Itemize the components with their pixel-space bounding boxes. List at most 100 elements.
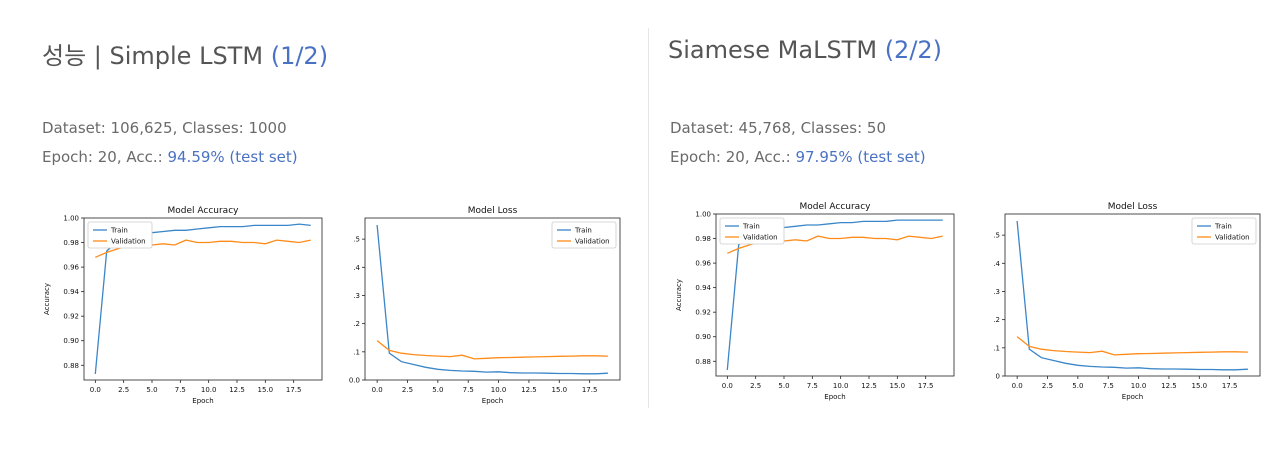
legend-label: Validation (575, 238, 610, 246)
left-title-main: 성능 | Simple LSTM (42, 42, 264, 70)
y-axis-label: Accuracy (675, 279, 683, 311)
y-tick-label: 0.96 (695, 260, 711, 268)
left-epoch-line: Epoch: 20, Acc.: 94.59% (test set) (42, 148, 298, 166)
right-accuracy-chart: Model Accuracy 0.0 2.5 5.0 7.5 10.0 12.5 15.0 17… (675, 202, 955, 401)
x-tick-label: 0.0 (722, 382, 733, 390)
plot-frame (83, 217, 323, 381)
x-tick-label: 12.5 (1161, 382, 1177, 390)
y-tick-label: .4 (993, 260, 1000, 268)
y-tick-label: 0.90 (63, 337, 79, 345)
x-tick-label: 17.5 (582, 386, 598, 394)
left-accuracy-value: 94.59% (test set) (167, 148, 298, 166)
series-line-train (376, 224, 608, 375)
x-tick-label: 10.0 (201, 386, 217, 394)
x-tick-label: 7.5 (807, 382, 818, 390)
left-panel: 성능 | Simple LSTM (1/2) Dataset: 106,625,… (42, 36, 621, 405)
x-tick-label: 2.5 (118, 386, 129, 394)
y-tick-label: 0.88 (63, 362, 79, 370)
x-tick-label: 12.5 (861, 382, 877, 390)
right-title-page: (2/2) (884, 36, 943, 64)
left-epoch-prefix: Epoch: 20, Acc.: (42, 148, 168, 166)
series-line-train (1016, 220, 1248, 371)
x-tick-label: 2.5 (402, 386, 413, 394)
right-panel: Siamese MaLSTM (2/2) Dataset: 45,768, Cl… (650, 0, 1280, 458)
x-tick-label: 7.5 (175, 386, 186, 394)
y-tick-label: 0 (996, 373, 1000, 381)
right-title-main: Siamese MaLSTM (668, 36, 878, 64)
y-tick-label: 0.96 (63, 264, 79, 272)
x-tick-label: 10.0 (833, 382, 849, 390)
panel-divider (648, 28, 649, 408)
y-tick-label: 0.98 (63, 239, 79, 247)
y-tick-label: .2 (993, 316, 1000, 324)
right-dataset-line: Dataset: 45,768, Classes: 50 (670, 119, 886, 137)
x-tick-label: 5.0 (432, 386, 443, 394)
y-tick-label: .4 (353, 264, 360, 272)
left-title: 성능 | Simple LSTM (1/2) (42, 36, 328, 71)
series-line-validation (376, 340, 608, 360)
y-tick-label: 0.98 (695, 235, 711, 243)
y-tick-label: .5 (993, 232, 1000, 240)
y-tick-label: 0.94 (695, 284, 711, 292)
legend-label: Train (742, 223, 760, 231)
y-tick-label: .3 (993, 288, 1000, 296)
chart-title: Model Loss (468, 206, 518, 216)
y-tick-label: .5 (353, 236, 360, 244)
legend-label: Train (110, 227, 128, 235)
x-tick-label: 10.0 (491, 386, 507, 394)
x-axis-label: Epoch (824, 393, 845, 401)
left-accuracy-chart: Model Accuracy 0.0 2.5 5.0 7.5 10.0 12.5 15.0 17… (43, 206, 323, 405)
y-tick-label: 0.92 (695, 309, 711, 317)
x-tick-label: 0.0 (372, 386, 383, 394)
plot-frame (364, 217, 621, 381)
left-title-page: (1/2) (270, 42, 329, 70)
x-axis-label: Epoch (1122, 393, 1143, 401)
y-tick-label: .1 (993, 344, 1000, 352)
legend-label: Validation (1215, 234, 1250, 242)
x-tick-label: 17.5 (1222, 382, 1238, 390)
left-dataset-line: Dataset: 106,625, Classes: 1000 (42, 119, 287, 137)
x-tick-label: 15.0 (258, 386, 274, 394)
x-tick-label: 15.0 (551, 386, 567, 394)
legend-label: Validation (743, 234, 778, 242)
chart-title: Model Accuracy (168, 206, 240, 216)
legend-label: Train (1214, 223, 1232, 231)
chart-title: Model Loss (1108, 202, 1158, 212)
x-tick-label: 7.5 (1103, 382, 1114, 390)
x-tick-label: 10.0 (1131, 382, 1147, 390)
right-loss-chart: Model Loss 0.0 2.5 5.0 7.5 10.0 12.5 15.0 17.5 0.… (993, 202, 1261, 401)
chart-title: Model Accuracy (800, 202, 872, 212)
x-tick-label: 12.5 (229, 386, 245, 394)
y-tick-label: 0.0 (349, 377, 360, 385)
legend-label: Validation (111, 238, 146, 246)
left-loss-chart: Model Loss 0.0 2.5 5.0 7.5 10.0 12.5 15.0 17.5 0.… (349, 206, 621, 405)
legend-label: Train (574, 227, 592, 235)
x-tick-label: 5.0 (1072, 382, 1083, 390)
x-tick-label: 15.0 (890, 382, 906, 390)
y-tick-label: .3 (353, 292, 360, 300)
plot-frame (715, 213, 955, 377)
right-epoch-line: Epoch: 20, Acc.: 97.95% (test set) (670, 148, 926, 166)
x-tick-label: 17.5 (918, 382, 934, 390)
y-tick-label: 0.94 (63, 288, 79, 296)
y-tick-label: 0.92 (63, 313, 79, 321)
y-axis-label: Accuracy (43, 283, 51, 315)
x-tick-label: 2.5 (1042, 382, 1053, 390)
series-line-validation (1016, 336, 1248, 356)
x-tick-label: 5.0 (778, 382, 789, 390)
x-tick-label: 17.5 (286, 386, 302, 394)
y-tick-label: .2 (353, 320, 360, 328)
x-tick-label: 15.0 (1191, 382, 1207, 390)
x-axis-label: Epoch (482, 397, 503, 405)
plot-frame (1004, 213, 1261, 377)
x-tick-label: 12.5 (521, 386, 537, 394)
x-axis-label: Epoch (192, 397, 213, 405)
y-tick-label: 1.00 (695, 211, 711, 219)
x-tick-label: 7.5 (463, 386, 474, 394)
y-tick-label: 0.88 (695, 358, 711, 366)
x-tick-label: 5.0 (146, 386, 157, 394)
x-tick-label: 0.0 (90, 386, 101, 394)
y-tick-label: 0.90 (695, 333, 711, 341)
x-tick-label: 2.5 (750, 382, 761, 390)
x-tick-label: 0.0 (1012, 382, 1023, 390)
